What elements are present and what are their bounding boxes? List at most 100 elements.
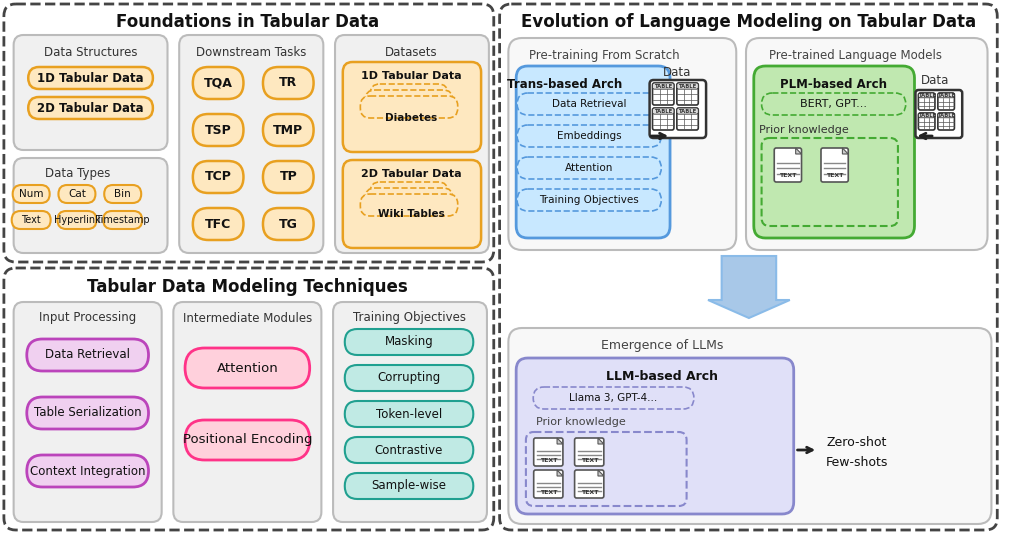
FancyBboxPatch shape bbox=[509, 38, 736, 250]
FancyBboxPatch shape bbox=[342, 160, 481, 248]
FancyBboxPatch shape bbox=[13, 302, 161, 522]
Text: Num: Num bbox=[19, 189, 43, 199]
FancyBboxPatch shape bbox=[653, 108, 674, 114]
Polygon shape bbox=[598, 438, 603, 444]
Text: Context Integration: Context Integration bbox=[30, 465, 145, 477]
Text: TQA: TQA bbox=[204, 76, 232, 90]
Text: LLM-based Arch: LLM-based Arch bbox=[605, 370, 718, 382]
FancyBboxPatch shape bbox=[174, 302, 322, 522]
FancyBboxPatch shape bbox=[516, 66, 670, 238]
FancyBboxPatch shape bbox=[650, 80, 706, 138]
Text: Data Structures: Data Structures bbox=[44, 45, 138, 59]
Text: TG: TG bbox=[279, 217, 298, 231]
Text: BERT, GPT...: BERT, GPT... bbox=[800, 99, 868, 109]
Text: Embeddings: Embeddings bbox=[557, 131, 622, 141]
FancyBboxPatch shape bbox=[13, 35, 168, 150]
Text: TABLE: TABLE bbox=[918, 113, 935, 118]
FancyBboxPatch shape bbox=[517, 125, 661, 147]
FancyBboxPatch shape bbox=[938, 113, 954, 118]
FancyBboxPatch shape bbox=[185, 348, 309, 388]
FancyBboxPatch shape bbox=[774, 148, 802, 182]
Text: TEXT: TEXT bbox=[581, 490, 598, 496]
Text: 2D Tabular Data: 2D Tabular Data bbox=[37, 101, 144, 114]
Text: Corrupting: Corrupting bbox=[377, 372, 441, 384]
Text: Zero-shot: Zero-shot bbox=[827, 436, 887, 449]
FancyBboxPatch shape bbox=[263, 208, 314, 240]
Text: Attention: Attention bbox=[565, 163, 614, 173]
Text: Emergence of LLMs: Emergence of LLMs bbox=[601, 340, 724, 352]
Polygon shape bbox=[796, 148, 802, 154]
FancyBboxPatch shape bbox=[27, 339, 148, 371]
Text: Llama 3, GPT-4...: Llama 3, GPT-4... bbox=[570, 393, 658, 403]
Text: Few-shots: Few-shots bbox=[825, 456, 888, 468]
FancyBboxPatch shape bbox=[342, 62, 481, 152]
FancyBboxPatch shape bbox=[27, 455, 148, 487]
FancyBboxPatch shape bbox=[500, 4, 997, 530]
FancyBboxPatch shape bbox=[653, 83, 674, 89]
Text: Masking: Masking bbox=[384, 335, 434, 349]
Text: Training Objectives: Training Objectives bbox=[353, 311, 466, 325]
FancyBboxPatch shape bbox=[516, 358, 794, 514]
Text: TABLE: TABLE bbox=[654, 108, 672, 114]
FancyBboxPatch shape bbox=[526, 432, 687, 506]
FancyBboxPatch shape bbox=[335, 35, 489, 253]
Text: 1D Tabular Data: 1D Tabular Data bbox=[37, 72, 144, 84]
FancyBboxPatch shape bbox=[653, 108, 674, 130]
FancyBboxPatch shape bbox=[365, 90, 453, 112]
FancyBboxPatch shape bbox=[365, 188, 453, 210]
FancyBboxPatch shape bbox=[762, 138, 897, 226]
Text: Input Processing: Input Processing bbox=[39, 311, 137, 325]
Text: Tabular Data Modeling Techniques: Tabular Data Modeling Techniques bbox=[87, 278, 408, 296]
FancyBboxPatch shape bbox=[104, 185, 141, 203]
Text: Cat: Cat bbox=[68, 189, 86, 199]
Text: TABLE: TABLE bbox=[937, 93, 955, 98]
FancyBboxPatch shape bbox=[676, 83, 698, 105]
FancyBboxPatch shape bbox=[916, 90, 962, 138]
Text: TSP: TSP bbox=[205, 123, 231, 137]
Text: Foundations in Tabular Data: Foundations in Tabular Data bbox=[116, 13, 379, 31]
FancyBboxPatch shape bbox=[263, 161, 314, 193]
Text: TEXT: TEXT bbox=[540, 490, 557, 496]
Text: TR: TR bbox=[280, 76, 297, 90]
Polygon shape bbox=[557, 438, 563, 444]
FancyBboxPatch shape bbox=[676, 83, 698, 89]
FancyBboxPatch shape bbox=[938, 113, 954, 130]
Text: Intermediate Modules: Intermediate Modules bbox=[183, 311, 311, 325]
Text: Diabetes: Diabetes bbox=[384, 113, 437, 123]
Text: Hyperlink: Hyperlink bbox=[53, 215, 101, 225]
FancyBboxPatch shape bbox=[13, 158, 168, 253]
Text: TCP: TCP bbox=[205, 170, 231, 184]
FancyBboxPatch shape bbox=[534, 387, 694, 409]
Polygon shape bbox=[708, 256, 790, 318]
FancyBboxPatch shape bbox=[918, 93, 934, 110]
FancyBboxPatch shape bbox=[28, 97, 153, 119]
FancyBboxPatch shape bbox=[746, 38, 988, 250]
Text: Text: Text bbox=[22, 215, 41, 225]
FancyBboxPatch shape bbox=[575, 470, 603, 498]
Text: TABLE: TABLE bbox=[678, 108, 697, 114]
FancyBboxPatch shape bbox=[193, 114, 244, 146]
Text: Training Objectives: Training Objectives bbox=[540, 195, 639, 205]
FancyBboxPatch shape bbox=[370, 182, 448, 204]
Text: Attention: Attention bbox=[217, 362, 279, 374]
FancyBboxPatch shape bbox=[938, 93, 954, 98]
Text: Evolution of Language Modeling on Tabular Data: Evolution of Language Modeling on Tabula… bbox=[521, 13, 977, 31]
FancyBboxPatch shape bbox=[103, 211, 142, 229]
FancyBboxPatch shape bbox=[361, 96, 457, 118]
FancyBboxPatch shape bbox=[653, 83, 674, 105]
Text: TP: TP bbox=[280, 170, 297, 184]
FancyBboxPatch shape bbox=[179, 35, 324, 253]
Text: TABLE: TABLE bbox=[937, 113, 955, 118]
FancyBboxPatch shape bbox=[938, 93, 954, 110]
FancyBboxPatch shape bbox=[762, 93, 906, 115]
FancyBboxPatch shape bbox=[333, 302, 487, 522]
Text: Datasets: Datasets bbox=[384, 45, 437, 59]
Text: TEXT: TEXT bbox=[540, 459, 557, 464]
FancyBboxPatch shape bbox=[59, 185, 96, 203]
Text: TFC: TFC bbox=[205, 217, 231, 231]
Text: TEXT: TEXT bbox=[779, 174, 797, 178]
FancyBboxPatch shape bbox=[193, 67, 244, 99]
Text: Pre-trained Language Models: Pre-trained Language Models bbox=[769, 50, 942, 62]
Text: TMP: TMP bbox=[273, 123, 303, 137]
FancyBboxPatch shape bbox=[370, 84, 448, 106]
